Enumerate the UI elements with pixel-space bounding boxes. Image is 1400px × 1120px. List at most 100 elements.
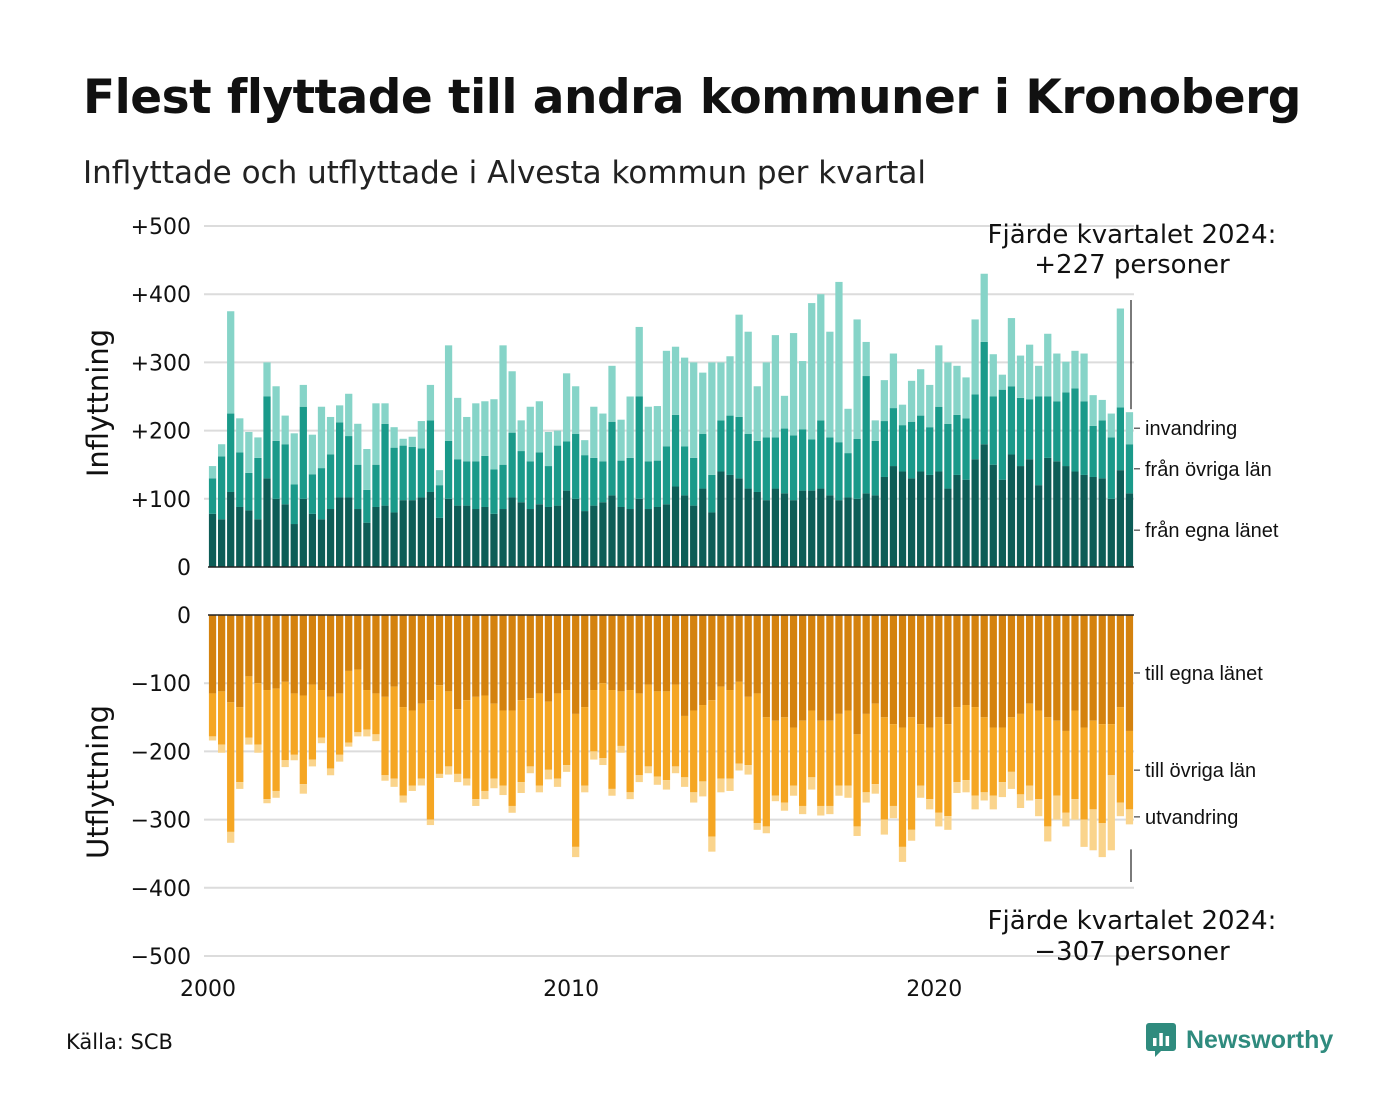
bar [880,421,888,477]
bar [889,615,898,725]
x-tick-label: 2020 [906,977,962,1002]
bar [1071,615,1079,711]
bar [435,517,444,567]
bar [880,717,888,820]
bar [853,615,861,735]
bar [726,615,734,691]
bar [508,432,516,498]
bar [971,394,979,460]
bar [590,690,598,752]
bar [1044,457,1052,567]
bar [345,497,353,567]
bar [208,513,217,567]
bar [680,715,689,778]
bar [726,690,734,779]
bar [771,335,780,438]
bar [808,439,816,491]
bar [780,395,789,429]
bar [898,615,907,728]
bar [363,690,371,730]
bar [671,615,680,685]
bar [699,781,707,797]
bar [227,311,235,414]
bar [1098,615,1106,725]
bar [1044,396,1052,458]
bar [217,744,226,753]
bar [708,362,716,475]
bar [717,686,725,779]
bar [581,707,589,786]
bar [1116,407,1125,471]
bar [517,502,525,567]
bar [799,720,807,806]
bar [326,509,335,567]
bar [753,693,761,824]
bar [326,615,335,697]
annotation-inflow-heading: Fjärde kvartalet 2024: [988,220,1277,250]
bar [390,512,398,567]
bar [1062,466,1070,567]
bar [1053,401,1061,462]
bar [263,478,271,567]
bar [408,500,416,567]
bar [499,710,507,786]
bar [1062,392,1070,467]
bar [898,471,907,567]
bar [417,615,425,704]
bar [336,422,344,498]
bar [1053,615,1061,721]
bar [817,488,825,567]
bar [1116,470,1125,567]
bar [1116,308,1125,408]
bar [780,428,789,494]
bar [1062,812,1070,827]
bar [399,615,407,708]
bar [472,509,480,567]
bar [944,615,952,725]
bar [971,795,979,810]
bar [826,495,834,567]
bar [1125,444,1134,494]
bar [626,457,634,510]
bar [481,455,489,507]
bar [944,724,952,817]
bar [363,615,371,691]
bar [617,506,625,567]
bar [980,273,988,342]
bar [1116,615,1125,708]
bar [853,438,861,499]
bar [662,780,671,790]
bar [753,386,761,441]
bar [1116,802,1125,817]
bar [753,440,761,492]
bar [926,615,934,728]
bar [444,766,453,775]
bar [1035,365,1043,397]
bar [780,493,789,567]
bar [417,703,425,779]
bar [381,505,389,567]
bar [953,707,961,783]
bar [1125,615,1134,731]
bar [463,700,471,779]
bar [236,418,244,453]
bar [263,362,271,397]
bar [290,754,298,761]
bar [626,615,634,691]
bar [889,805,898,819]
bar [817,420,825,489]
bar [281,615,289,682]
bar [281,415,289,445]
bar [789,727,798,786]
bar [671,684,680,767]
bar [363,489,371,523]
bar [317,737,326,744]
bar [653,506,662,567]
bar [481,695,489,791]
bar [381,615,389,697]
bar [844,408,852,454]
bar [644,766,652,774]
bar [217,519,226,567]
bar [544,615,553,702]
bar [499,785,507,796]
